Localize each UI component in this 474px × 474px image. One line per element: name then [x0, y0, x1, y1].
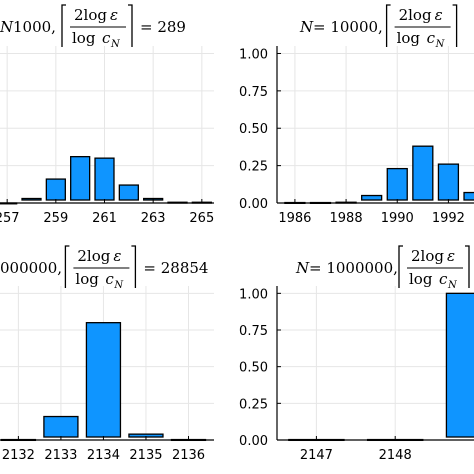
bar — [70, 155, 91, 201]
x-tick-label: 1990 — [381, 211, 414, 226]
formula-c: c — [427, 29, 436, 47]
chart-panel-4: 214721482140.000.250.500.751.00N= 100000… — [239, 245, 474, 463]
bracket-right — [128, 4, 133, 47]
bar — [21, 197, 42, 201]
x-tick-label: 263 — [141, 211, 166, 226]
bar — [445, 292, 474, 438]
bracket-right — [131, 245, 137, 288]
bracket-left — [398, 245, 403, 288]
bracket-right — [465, 245, 470, 288]
formula-denominator: log — [397, 29, 421, 47]
x-tick-label: 2148 — [379, 448, 412, 463]
bar — [412, 145, 434, 201]
bar — [463, 191, 474, 201]
title-n-label: N — [295, 259, 310, 277]
x-tick-label: 261 — [92, 211, 117, 226]
y-tick-label: 1.00 — [239, 47, 268, 62]
bracket-left — [61, 4, 66, 47]
x-tick-label: 2132 — [2, 448, 35, 463]
x-tick-label: 257 — [0, 211, 20, 226]
bar — [43, 415, 79, 438]
formula-c: c — [102, 29, 111, 47]
y-tick-label: 0.00 — [239, 434, 268, 449]
title-n-label: N — [299, 18, 314, 36]
x-tick-label: 2133 — [44, 448, 77, 463]
y-tick-label: 0.50 — [239, 361, 268, 376]
formula-subscript: N — [113, 280, 124, 291]
formula-epsilon: ε — [113, 247, 121, 265]
x-tick-label: 2136 — [172, 448, 205, 463]
x-tick-label: 1986 — [278, 211, 311, 226]
x-tick-label: 259 — [43, 211, 68, 226]
y-tick-label: 0.75 — [239, 324, 268, 339]
bar — [361, 194, 383, 201]
y-tick-label: 0.00 — [239, 197, 268, 212]
formula-denominator: log — [72, 29, 96, 47]
y-tick-label: 0.25 — [239, 397, 268, 412]
x-tick-label: 2147 — [300, 448, 333, 463]
x-tick-label: 1988 — [330, 211, 363, 226]
formula-subscript: N — [447, 280, 458, 291]
y-tick-label: 0.50 — [239, 122, 268, 137]
formula-subscript: N — [110, 39, 121, 50]
x-tick-label: 1992 — [432, 211, 465, 226]
title-n-value: = 1000000, — [309, 259, 398, 277]
y-tick-label: 0.25 — [239, 160, 268, 175]
formula-numerator: 2log — [411, 247, 444, 265]
formula-epsilon: ε — [435, 6, 443, 24]
bracket-right — [452, 4, 458, 47]
title-n-value: 1000, — [13, 18, 56, 36]
formula-numerator: 2log — [77, 247, 110, 265]
formula-denominator: log — [409, 270, 433, 288]
bar — [118, 184, 139, 201]
formula-result: = 289 — [140, 18, 186, 36]
formula-epsilon: ε — [110, 6, 118, 24]
title-n-value: = 10000, — [313, 18, 383, 36]
formula-c: c — [439, 270, 448, 288]
formula-c: c — [105, 270, 114, 288]
formula-numerator: 2log — [74, 6, 107, 24]
y-tick-label: 1.00 — [239, 287, 268, 302]
x-tick-label: 2134 — [87, 448, 120, 463]
bar — [45, 178, 66, 201]
bar — [437, 163, 460, 201]
title-n-value: 000000, — [0, 259, 62, 277]
bar — [94, 157, 115, 201]
y-tick-label: 0.75 — [239, 85, 268, 100]
formula-denominator: log — [75, 270, 99, 288]
bar — [85, 322, 122, 438]
formula-epsilon: ε — [447, 247, 455, 265]
bracket-left — [64, 245, 70, 288]
formula-subscript: N — [435, 39, 446, 50]
bracket-left — [385, 4, 391, 47]
x-tick-label: 2135 — [129, 448, 162, 463]
formula-result: = 28854 — [143, 259, 208, 277]
title-n-label: N — [0, 18, 14, 36]
x-tick-label: 265 — [189, 211, 214, 226]
formula-numerator: 2log — [399, 6, 432, 24]
bar — [386, 167, 408, 201]
